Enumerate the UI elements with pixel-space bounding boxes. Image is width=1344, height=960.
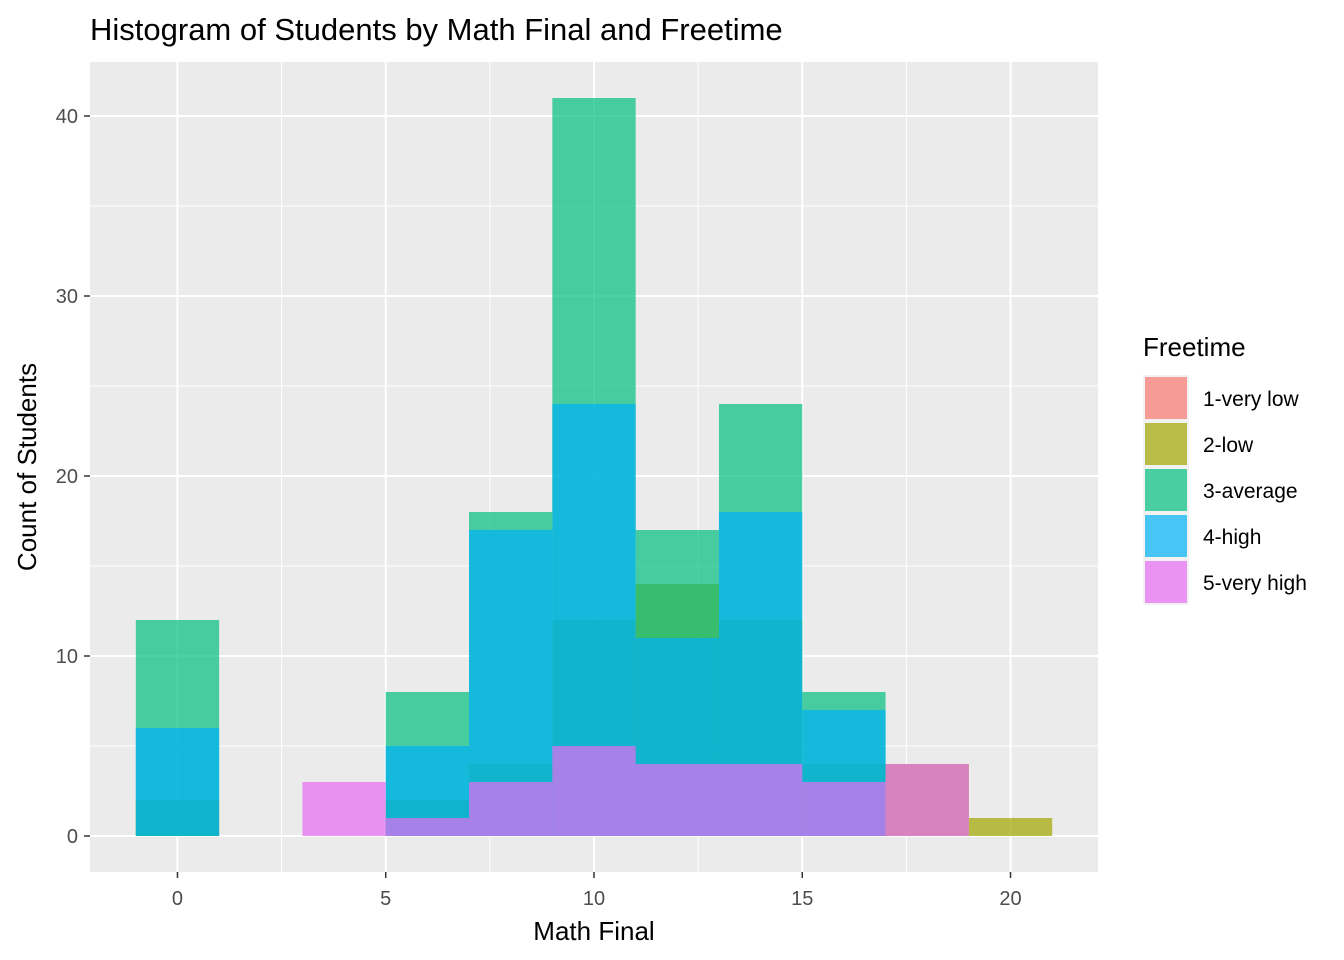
x-tick-label: 10 — [583, 888, 605, 910]
legend-swatch — [1145, 469, 1187, 511]
x-tick-label: 20 — [999, 888, 1021, 910]
legend-swatch — [1145, 423, 1187, 465]
histogram-bar — [302, 782, 386, 836]
y-tick-label: 20 — [56, 466, 78, 488]
legend-label: 4-high — [1203, 526, 1261, 549]
chart-title: Histogram of Students by Math Final and … — [90, 12, 783, 47]
legend-label: 5-very high — [1203, 572, 1307, 595]
y-axis-ticks: 0 10 20 30 40 — [56, 106, 90, 848]
x-axis-title: Math Final — [533, 916, 654, 946]
x-axis-ticks: 0 5 10 15 20 — [172, 872, 1022, 910]
x-tick-label: 15 — [791, 888, 813, 910]
y-tick-label: 0 — [67, 826, 78, 848]
y-tick-label: 30 — [56, 286, 78, 308]
legend-title: Freetime — [1143, 332, 1246, 362]
x-tick-label: 0 — [172, 888, 183, 910]
histogram-bar — [885, 764, 969, 836]
histogram-bar — [635, 764, 719, 836]
legend-swatch — [1145, 377, 1187, 419]
legend: Freetime 1-very low 2-low 3-average 4-high 5… — [1143, 332, 1307, 605]
histogram-bar — [968, 818, 1053, 836]
legend-swatch — [1145, 515, 1187, 557]
legend-label: 3-average — [1203, 480, 1298, 503]
x-tick-label: 5 — [380, 888, 391, 910]
legend-swatch — [1145, 561, 1187, 603]
y-tick-label: 40 — [56, 106, 78, 128]
histogram-bar — [802, 782, 886, 836]
histogram-bar — [135, 728, 220, 836]
y-axis-title: Count of Students — [12, 363, 42, 571]
legend-label: 1-very low — [1203, 388, 1300, 411]
histogram-bar — [469, 782, 553, 836]
legend-label: 2-low — [1203, 434, 1254, 457]
y-tick-label: 10 — [56, 646, 78, 668]
histogram-bar — [718, 764, 803, 836]
histogram-bar — [385, 818, 470, 836]
bars-layer — [135, 98, 1053, 836]
histogram-bar — [552, 746, 636, 836]
